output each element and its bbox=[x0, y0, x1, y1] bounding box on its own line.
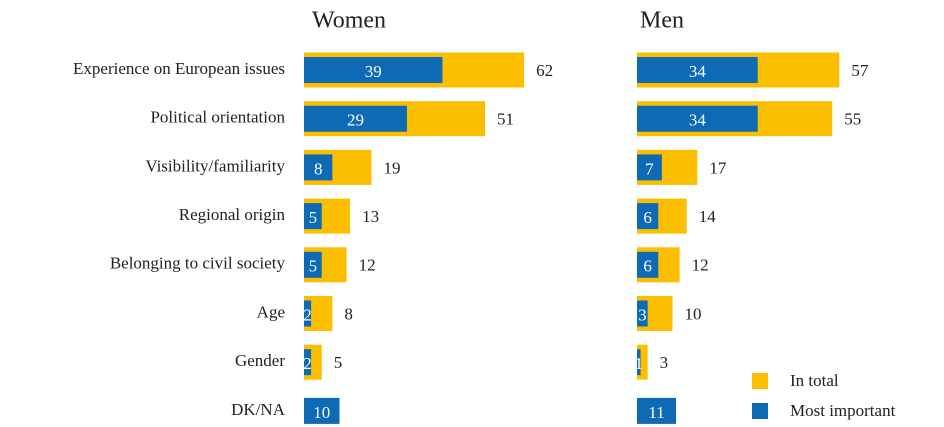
important-label: 6 bbox=[643, 208, 652, 227]
total-label: 17 bbox=[709, 158, 727, 177]
total-bar bbox=[637, 344, 648, 380]
important-label: 1 bbox=[635, 354, 644, 373]
total-label: 8 bbox=[344, 304, 353, 323]
important-label: 5 bbox=[309, 257, 318, 276]
total-label: 19 bbox=[383, 158, 400, 177]
important-bar bbox=[304, 57, 443, 83]
important-label: 34 bbox=[689, 111, 707, 130]
important-label: 7 bbox=[645, 159, 654, 178]
total-label: 57 bbox=[851, 61, 869, 80]
total-label: 5 bbox=[334, 353, 343, 372]
category-label: Experience on European issues bbox=[73, 59, 285, 78]
panel-title: Women bbox=[312, 8, 386, 34]
important-bar bbox=[637, 300, 648, 327]
total-label: 14 bbox=[699, 207, 717, 226]
important-label: 8 bbox=[314, 159, 323, 178]
important-bar bbox=[637, 57, 758, 83]
legend-swatch bbox=[752, 403, 768, 419]
total-label: 12 bbox=[692, 256, 709, 275]
total-label: 13 bbox=[362, 207, 379, 226]
total-label: 62 bbox=[536, 61, 553, 80]
category-label: Regional origin bbox=[179, 205, 286, 224]
important-bar bbox=[637, 349, 641, 376]
legend-swatch bbox=[752, 373, 768, 389]
important-bar bbox=[304, 105, 407, 132]
important-label: 3 bbox=[638, 305, 647, 324]
total-label: 3 bbox=[660, 353, 669, 372]
important-bar bbox=[637, 154, 662, 181]
important-label: 34 bbox=[689, 62, 707, 81]
category-label: DK/NA bbox=[231, 400, 286, 419]
category-label: Visibility/familiarity bbox=[145, 156, 285, 175]
total-label: 55 bbox=[844, 110, 861, 129]
important-label: 10 bbox=[313, 403, 330, 422]
important-bar bbox=[304, 349, 312, 376]
important-bar bbox=[304, 251, 322, 278]
important-label: 2 bbox=[303, 305, 312, 324]
total-label: 51 bbox=[497, 110, 514, 129]
important-bar bbox=[637, 251, 659, 278]
legend-label: In total bbox=[790, 371, 839, 390]
important-label: 29 bbox=[347, 111, 364, 130]
total-label: 12 bbox=[359, 256, 376, 275]
legend-label: Most important bbox=[790, 401, 896, 420]
important-label: 39 bbox=[365, 62, 382, 81]
important-bar bbox=[637, 105, 758, 132]
important-label: 6 bbox=[643, 257, 652, 276]
category-label: Belonging to civil society bbox=[110, 254, 286, 273]
panel-title: Men bbox=[640, 8, 684, 34]
important-bar bbox=[304, 203, 322, 230]
important-bar bbox=[637, 203, 659, 230]
important-bar bbox=[304, 154, 333, 181]
important-label: 5 bbox=[309, 208, 318, 227]
important-label: 11 bbox=[648, 403, 664, 422]
total-label: 10 bbox=[685, 304, 702, 323]
important-bar bbox=[304, 397, 340, 424]
important-bar bbox=[304, 300, 312, 327]
category-label: Political orientation bbox=[150, 108, 285, 127]
category-label: Age bbox=[257, 302, 285, 321]
important-bar bbox=[637, 397, 677, 424]
important-label: 2 bbox=[303, 354, 312, 373]
category-label: Gender bbox=[235, 351, 285, 370]
